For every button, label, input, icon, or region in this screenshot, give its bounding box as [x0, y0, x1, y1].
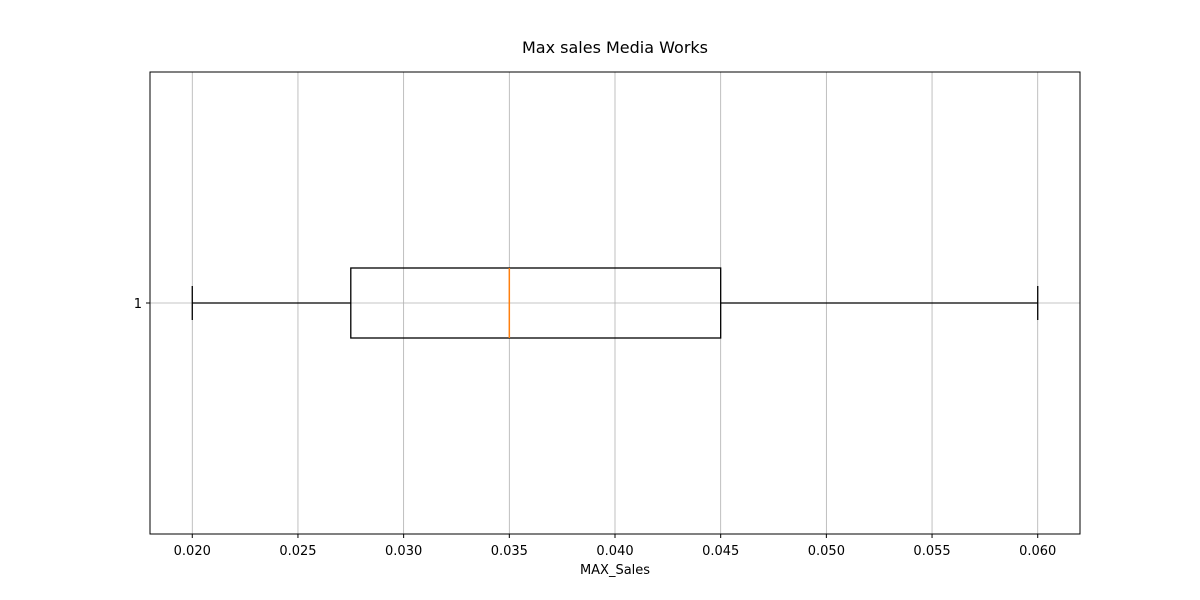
interquartile-box	[350, 267, 722, 339]
x-tick-label: 0.055	[913, 544, 950, 559]
x-tick-label: 0.060	[1019, 544, 1056, 559]
y-axis-ticks: 1	[134, 297, 150, 312]
x-axis-label: MAX_Sales	[580, 563, 650, 578]
x-tick-label: 0.025	[279, 544, 316, 559]
x-tick-label: 0.030	[385, 544, 422, 559]
x-tick-label: 0.035	[491, 544, 528, 559]
y-tick-label: 1	[134, 297, 142, 312]
plot-elements	[191, 267, 1039, 339]
x-tick-label: 0.050	[808, 544, 845, 559]
x-axis-ticks: 0.020 0.025 0.030 0.035 0.040 0.045 0.050 0.055…	[174, 534, 1056, 559]
x-tick-label: 0.040	[596, 544, 633, 559]
chart-title: Max sales Media Works	[522, 38, 708, 57]
x-tick-label: 0.045	[702, 544, 739, 559]
x-tick-label: 0.020	[174, 544, 211, 559]
